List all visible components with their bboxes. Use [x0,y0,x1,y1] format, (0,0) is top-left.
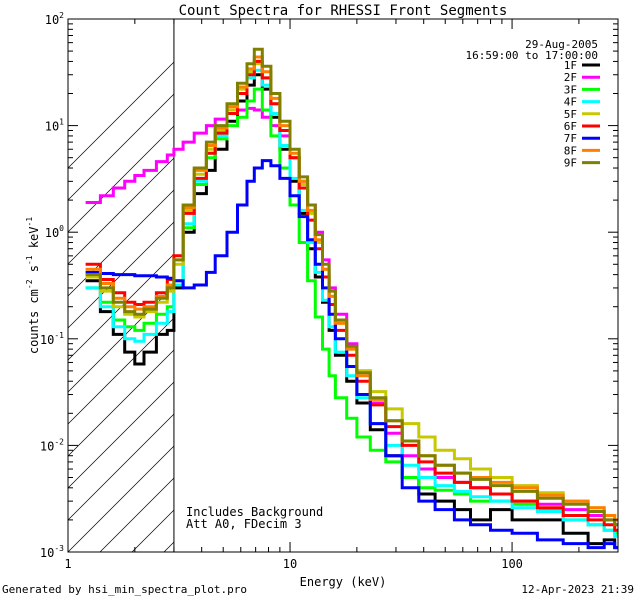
legend-label: 5F [564,108,577,121]
time-range-label: 16:59:00 to 17:00:00 [466,49,598,62]
plot-frame [67,18,619,553]
date-label: 29-Aug-2005 [525,38,598,51]
generated-by-label: Generated by hsi_min_spectra_plot.pro [2,583,248,596]
legend-label: 4F [564,96,577,109]
y-axis: 10-3 10-2 10-1 100 101 102 counts cm-2 s-1 keV… [25,11,618,560]
x-tick-label: 1 [64,557,71,571]
legend-label: 1F [564,59,577,72]
chart-title: Count Spectra for RHESSI Front Segments [179,3,508,19]
series-group [85,47,618,550]
series-line-3F [85,87,618,535]
y-tick-label: 102 [45,11,64,27]
legend-label: 8F [564,144,577,157]
hatch-line [68,19,218,169]
x-tick-label: 10 [283,557,297,571]
y-axis-label: counts cm-2 s-1 keV-1 [25,217,41,354]
legend-label: 2F [564,71,577,84]
timestamp-label: 12-Apr-2023 21:39 [521,583,634,596]
x-axis-label: Energy (keV) [300,575,387,589]
y-tick-label: 10-2 [40,437,64,453]
hatch-line [68,19,250,201]
series-line-8F [85,55,618,522]
x-axis: 1 10 100 Energy (keV) [64,19,619,589]
series-line-4F [85,68,618,538]
series-line-9F [85,47,618,527]
y-tick-label: 10-1 [40,331,64,347]
y-tick-label: 101 [45,118,64,134]
annotation-label: Att A0, FDecim 3 [186,517,302,531]
legend-label: 7F [564,132,577,145]
x-tick-label: 100 [501,557,523,571]
legend-label: 6F [564,120,577,133]
y-tick-label: 10-3 [40,544,64,560]
annotation-label: Includes Background [186,505,323,519]
legend-label: 9F [564,157,577,170]
y-tick-label: 100 [45,224,64,240]
legend-label: 3F [564,83,577,96]
plot-area-background [173,19,618,552]
